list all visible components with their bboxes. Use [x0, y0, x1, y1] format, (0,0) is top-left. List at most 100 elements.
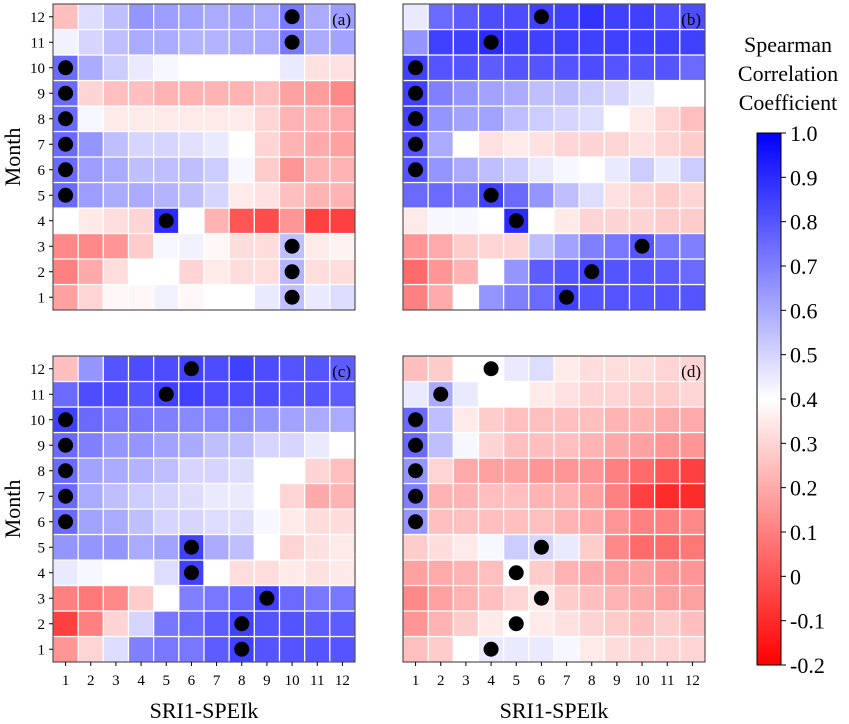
max-marker	[284, 289, 300, 305]
heatmap-cell	[203, 431, 230, 459]
heatmap-cell	[528, 130, 555, 158]
x-tick-label: 9	[263, 673, 271, 689]
heatmap-cell	[228, 431, 255, 459]
heatmap-cell	[679, 533, 706, 561]
heatmap-cell	[178, 28, 205, 56]
heatmap-cell	[654, 431, 681, 459]
heatmap-cell	[654, 559, 681, 587]
heatmap-cell	[553, 232, 580, 260]
max-marker	[58, 463, 74, 479]
heatmap-cell	[153, 533, 180, 561]
heatmap-cell	[253, 156, 281, 184]
heatmap-cell	[153, 635, 180, 663]
heatmap-cell	[553, 79, 580, 107]
heatmap-cell	[452, 380, 480, 408]
heatmap-cell	[654, 207, 681, 235]
heatmap-cell	[304, 54, 331, 82]
heatmap-cell	[679, 3, 706, 31]
heatmap-cell	[228, 258, 255, 286]
heatmap-cell	[329, 3, 356, 31]
heatmap-cell	[278, 431, 306, 459]
heatmap-cell	[578, 105, 605, 133]
max-marker	[58, 437, 74, 453]
heatmap-cell	[153, 508, 180, 536]
y-tick-label: 9	[38, 438, 46, 454]
heatmap-cell	[102, 584, 130, 612]
heatmap-cell	[329, 156, 356, 184]
heatmap-cell	[178, 406, 205, 434]
heatmap-cell	[553, 28, 580, 56]
heatmap-cell	[503, 406, 530, 434]
heatmap-cell	[178, 431, 205, 459]
heatmap-cell	[278, 181, 306, 209]
heatmap-cell	[427, 232, 454, 260]
heatmap-cell	[278, 559, 306, 587]
heatmap-cell	[628, 54, 656, 82]
heatmap-cell	[528, 79, 555, 107]
heatmap-cell	[578, 28, 605, 56]
heatmap-cell	[304, 258, 331, 286]
heatmap-cell	[203, 207, 230, 235]
heatmap-cell	[253, 207, 281, 235]
heatmap-cell	[329, 610, 356, 638]
heatmap-cell	[228, 3, 255, 31]
heatmap-cell	[178, 156, 205, 184]
heatmap-cell	[127, 355, 155, 383]
heatmap-cell	[452, 431, 480, 459]
heatmap-cell	[503, 130, 530, 158]
heatmap-cell	[203, 3, 230, 31]
heatmap-cell	[578, 508, 605, 536]
heatmap-cell	[278, 79, 306, 107]
max-marker	[408, 412, 424, 428]
heatmap-cell	[528, 635, 555, 663]
heatmap-cell	[178, 79, 205, 107]
x-axis-title: SRI1-SPEIk	[150, 698, 259, 723]
heatmap-cell	[654, 283, 681, 311]
heatmap-cell	[679, 482, 706, 510]
heatmap-cell	[452, 181, 480, 209]
heatmap-cell	[102, 156, 130, 184]
heatmap-cell	[603, 130, 631, 158]
heatmap-cell	[654, 54, 681, 82]
heatmap-cell	[628, 610, 656, 638]
y-tick-label: 10	[30, 61, 45, 77]
heatmap-cell	[553, 355, 580, 383]
heatmap-cell	[553, 610, 580, 638]
heatmap-cell	[503, 156, 530, 184]
heatmap-cell	[503, 105, 530, 133]
heatmap-cell	[452, 355, 480, 383]
heatmap-cell	[52, 207, 79, 235]
heatmap-cell	[102, 232, 130, 260]
heatmap-cell	[603, 380, 631, 408]
heatmap-cell	[329, 79, 356, 107]
heatmap-cell	[278, 54, 306, 82]
heatmap-cell	[603, 431, 631, 459]
heatmap-cell	[329, 584, 356, 612]
heatmap-cell	[503, 79, 530, 107]
heatmap-cell	[153, 258, 180, 286]
heatmap-cell	[452, 207, 480, 235]
heatmap-cell	[603, 283, 631, 311]
heatmap-cell	[253, 105, 281, 133]
heatmap-cell	[452, 105, 480, 133]
panel-frame	[52, 355, 356, 663]
heatmap-cell	[654, 79, 681, 107]
x-tick-label: 8	[588, 673, 596, 689]
heatmap-cell	[427, 533, 454, 561]
heatmap-cell	[228, 156, 255, 184]
heatmap-cell	[127, 3, 155, 31]
heatmap-cell	[304, 232, 331, 260]
heatmap-cell	[528, 181, 555, 209]
heatmap-cell	[477, 283, 505, 311]
heatmap-cell	[654, 355, 681, 383]
heatmap-cell	[153, 482, 180, 510]
max-marker	[584, 264, 600, 280]
heatmap-cell	[427, 355, 454, 383]
x-tick-label: 6	[538, 673, 546, 689]
heatmap-cell	[503, 635, 530, 663]
heatmap-cell	[679, 559, 706, 587]
heatmap-cell	[153, 610, 180, 638]
heatmap-cell	[578, 533, 605, 561]
heatmap-cell	[654, 3, 681, 31]
